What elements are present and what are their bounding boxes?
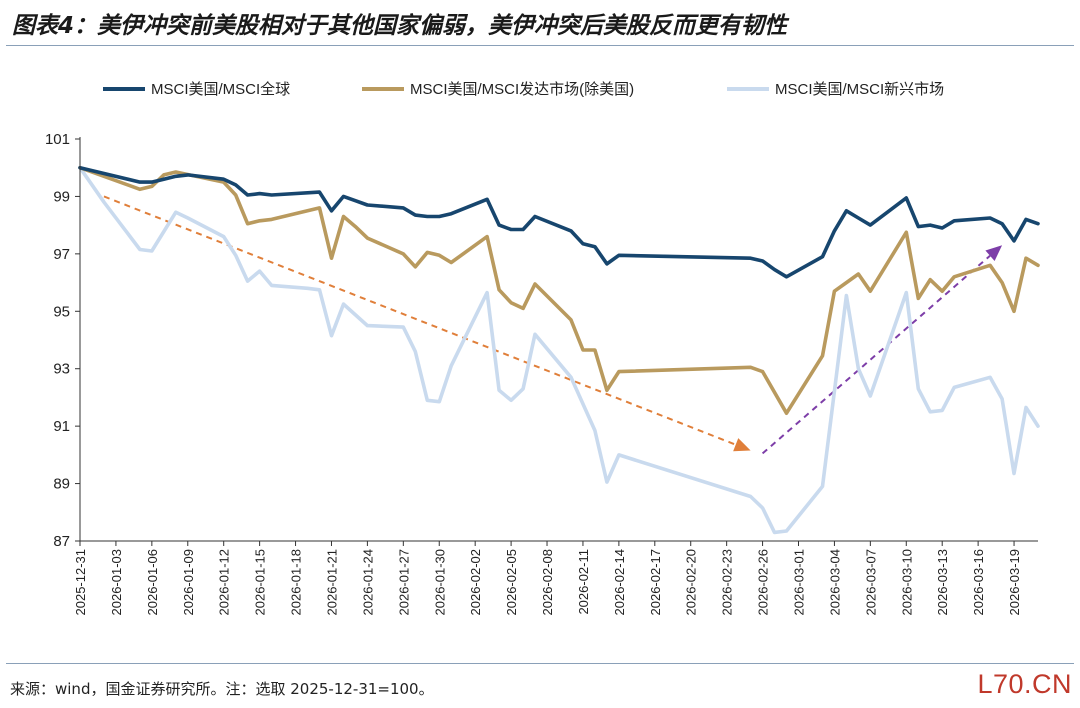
y-tick-label: 93 [53,361,70,378]
trend-arrow-head-2 [985,245,1003,262]
x-tick-label: 2026-01-21 [324,549,339,616]
x-tick-label: 2026-01-06 [145,549,160,616]
axes: 87 89 91 93 95 97 99 101 2025-12-31 2026-01-03 202… [45,131,1038,616]
x-tick-label: 2026-03-07 [863,549,878,616]
trend-arrows [103,195,1003,455]
x-tick-label: 2026-03-13 [935,549,950,616]
series-line-3 [78,165,1040,535]
x-tick-label: 2026-01-18 [289,549,304,616]
x-tick-label: 2026-02-05 [504,549,519,616]
title-divider [6,45,1074,46]
x-tick-label: 2026-03-04 [827,549,842,616]
y-tick-label: 101 [45,131,70,148]
x-tick-label: 2026-02-17 [648,549,663,616]
footer-divider [6,663,1074,664]
watermark: L70.CN [977,669,1072,699]
series-layer [78,165,1040,535]
series-line-1 [78,165,1040,279]
x-tick-label: 2026-01-15 [253,549,268,616]
x-tick-label: 2026-01-30 [432,549,447,616]
x-tick-label: 2026-01-03 [109,549,124,616]
x-tick-label: 2026-02-11 [576,549,591,615]
x-tick-label: 2026-03-01 [792,549,807,616]
x-tick-label: 2026-03-16 [971,549,986,616]
legend-label-3: MSCI美国/MSCI新兴市场 [775,81,944,98]
legend-label-2: MSCI美国/MSCI发达市场(除美国) [410,81,634,98]
x-tick-label: 2026-02-23 [720,549,735,616]
legend: MSCI美国/MSCI全球 MSCI美国/MSCI发达市场(除美国) MSCI美国/… [103,80,944,98]
x-tick-label: 2026-02-02 [468,549,483,616]
x-tick-label: 2026-03-19 [1007,549,1022,616]
series-line-2 [78,165,1040,416]
x-tick-label: 2025-12-31 [73,549,88,616]
y-tick-label: 95 [53,303,70,320]
y-tick-label: 91 [53,418,70,435]
x-tick-label: 2026-01-12 [217,549,232,616]
x-tick-label: 2026-02-14 [612,549,627,616]
trend-arrow-head-1 [733,438,751,452]
x-tick-label: 2026-01-24 [360,549,375,616]
x-tick-label: 2026-01-27 [396,549,411,616]
line-chart: MSCI美国/MSCI全球 MSCI美国/MSCI发达市场(除美国) MSCI美国/… [45,80,1040,616]
trend-arrow-2 [761,254,991,455]
x-tick-label: 2026-02-20 [684,549,699,616]
x-tick-label: 2026-02-26 [756,549,771,616]
legend-label-1: MSCI美国/MSCI全球 [151,80,290,98]
chart-title: 图表4：美伊冲突前美股相对于其他国家偏弱，美伊冲突后美股反而更有韧性 [12,13,788,39]
y-tick-label: 89 [53,476,70,493]
y-tick-label: 97 [53,246,70,263]
y-tick-label: 87 [53,533,70,550]
x-tick-label: 2026-02-08 [540,549,555,616]
x-tick-label: 2026-03-10 [899,549,914,616]
trend-arrow-1 [103,195,737,446]
x-tick-label: 2026-01-09 [181,549,196,616]
source-note: 来源：wind，国金证券研究所。注：选取 2025-12-31=100。 [10,680,434,698]
y-tick-label: 99 [53,188,70,205]
